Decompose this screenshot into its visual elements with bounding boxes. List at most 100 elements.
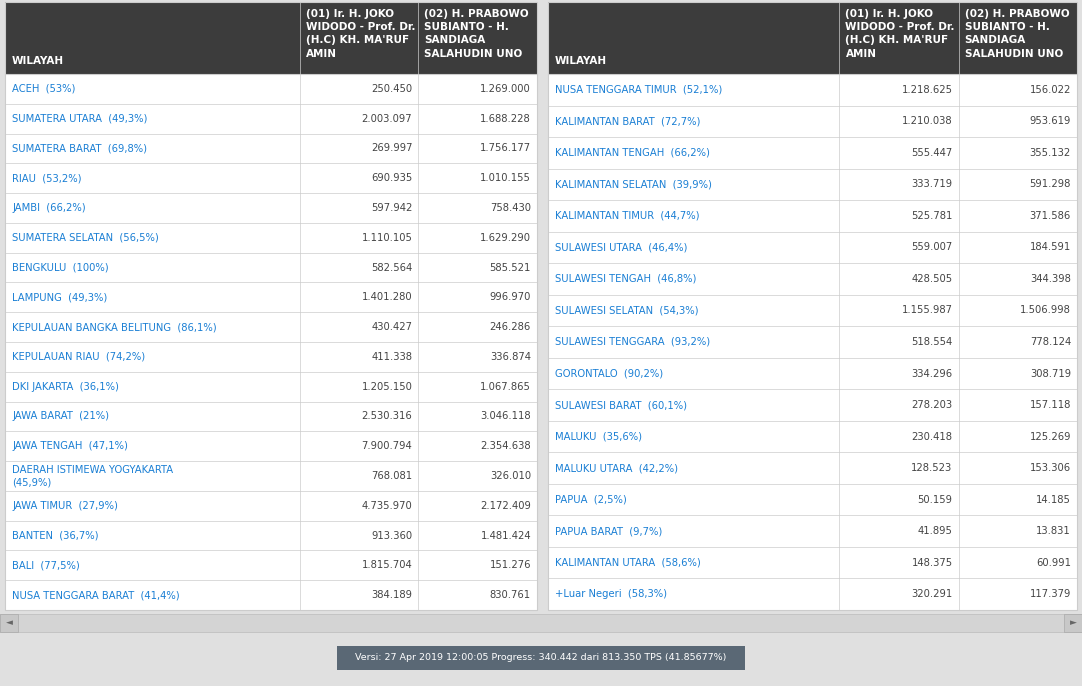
Text: 428.505: 428.505: [911, 274, 952, 284]
Bar: [547, 137, 1077, 169]
Text: 117.379: 117.379: [1030, 589, 1071, 600]
Bar: [547, 578, 1077, 610]
Text: (01) Ir. H. JOKO
WIDODO - Prof. Dr.
(H.C) KH. MA'RUF
AMIN: (01) Ir. H. JOKO WIDODO - Prof. Dr. (H.C…: [845, 9, 955, 58]
Text: Versi: 27 Apr 2019 12:00:05 Progress: 340.442 dari 813.350 TPS (41.85677%): Versi: 27 Apr 2019 12:00:05 Progress: 34…: [355, 654, 727, 663]
Text: SULAWESI SELATAN  (54,3%): SULAWESI SELATAN (54,3%): [555, 305, 699, 316]
Text: 559.007: 559.007: [911, 242, 952, 252]
Text: MALUKU  (35,6%): MALUKU (35,6%): [555, 431, 642, 442]
Text: 4.735.970: 4.735.970: [361, 501, 412, 511]
Bar: [5, 521, 537, 550]
Text: JAWA BARAT  (21%): JAWA BARAT (21%): [12, 412, 109, 421]
Text: 148.375: 148.375: [911, 558, 952, 568]
Text: BANTEN  (36,7%): BANTEN (36,7%): [12, 530, 98, 541]
Text: 2.354.638: 2.354.638: [480, 441, 531, 451]
Text: 371.586: 371.586: [1030, 211, 1071, 221]
Text: BENGKULU  (100%): BENGKULU (100%): [12, 263, 108, 272]
Text: ACEH  (53%): ACEH (53%): [12, 84, 76, 94]
Bar: [547, 169, 1077, 200]
Text: 597.942: 597.942: [371, 203, 412, 213]
Text: 326.010: 326.010: [490, 471, 531, 481]
Text: 14.185: 14.185: [1037, 495, 1071, 505]
Bar: [5, 431, 537, 461]
Text: MALUKU UTARA  (42,2%): MALUKU UTARA (42,2%): [555, 463, 678, 473]
Text: SUMATERA SELATAN  (56,5%): SUMATERA SELATAN (56,5%): [12, 233, 159, 243]
Text: 125.269: 125.269: [1029, 431, 1071, 442]
Bar: [547, 547, 1077, 578]
Text: 1.218.625: 1.218.625: [901, 85, 952, 95]
Text: (45,9%): (45,9%): [12, 477, 51, 488]
Text: SULAWESI UTARA  (46,4%): SULAWESI UTARA (46,4%): [555, 242, 687, 252]
Bar: [547, 389, 1077, 421]
Text: GORONTALO  (90,2%): GORONTALO (90,2%): [555, 368, 663, 379]
Text: 430.427: 430.427: [371, 322, 412, 332]
Text: KALIMANTAN SELATAN  (39,9%): KALIMANTAN SELATAN (39,9%): [555, 179, 712, 189]
Text: 525.781: 525.781: [911, 211, 952, 221]
Text: 128.523: 128.523: [911, 463, 952, 473]
Bar: [547, 358, 1077, 389]
Bar: [547, 484, 1077, 515]
Text: 996.970: 996.970: [490, 292, 531, 303]
Text: +Luar Negeri  (58,3%): +Luar Negeri (58,3%): [555, 589, 667, 600]
Bar: [5, 74, 537, 104]
Text: 1.688.228: 1.688.228: [480, 114, 531, 123]
Text: SUMATERA UTARA  (49,3%): SUMATERA UTARA (49,3%): [12, 114, 147, 123]
Text: SULAWESI BARAT  (60,1%): SULAWESI BARAT (60,1%): [555, 400, 687, 410]
Text: 768.081: 768.081: [371, 471, 412, 481]
Bar: [547, 327, 1077, 358]
Text: 50.159: 50.159: [918, 495, 952, 505]
Text: NUSA TENGGARA TIMUR  (52,1%): NUSA TENGGARA TIMUR (52,1%): [555, 85, 723, 95]
Bar: [0, 614, 18, 632]
Text: ◄: ◄: [5, 619, 12, 628]
Bar: [0, 614, 1082, 632]
Text: 778.124: 778.124: [1030, 337, 1071, 347]
Bar: [5, 372, 537, 401]
Bar: [547, 2, 1077, 74]
Text: WILAYAH: WILAYAH: [555, 56, 607, 66]
Text: 278.203: 278.203: [911, 400, 952, 410]
Text: NUSA TENGGARA BARAT  (41,4%): NUSA TENGGARA BARAT (41,4%): [12, 590, 180, 600]
Text: 1.010.155: 1.010.155: [480, 174, 531, 183]
Text: 1.756.177: 1.756.177: [480, 143, 531, 154]
Text: PAPUA  (2,5%): PAPUA (2,5%): [555, 495, 626, 505]
Bar: [5, 550, 537, 580]
Bar: [547, 2, 1077, 610]
Bar: [547, 295, 1077, 327]
Text: 2.003.097: 2.003.097: [361, 114, 412, 123]
Text: 1.110.105: 1.110.105: [361, 233, 412, 243]
Text: 758.430: 758.430: [490, 203, 531, 213]
Text: 3.046.118: 3.046.118: [480, 412, 531, 421]
Text: RIAU  (53,2%): RIAU (53,2%): [12, 174, 81, 183]
Bar: [5, 461, 537, 491]
Text: 1.067.865: 1.067.865: [480, 381, 531, 392]
Text: 2.172.409: 2.172.409: [480, 501, 531, 511]
Text: JAWA TIMUR  (27,9%): JAWA TIMUR (27,9%): [12, 501, 118, 511]
Text: 913.360: 913.360: [371, 530, 412, 541]
Bar: [547, 452, 1077, 484]
Bar: [5, 252, 537, 283]
Text: (02) H. PRABOWO
SUBIANTO - H.
SANDIAGA
SALAHUDIN UNO: (02) H. PRABOWO SUBIANTO - H. SANDIAGA S…: [424, 9, 529, 58]
Text: 1.269.000: 1.269.000: [480, 84, 531, 94]
Bar: [5, 491, 537, 521]
Bar: [5, 223, 537, 252]
Text: 384.189: 384.189: [371, 590, 412, 600]
Bar: [5, 2, 537, 74]
Text: WILAYAH: WILAYAH: [12, 56, 64, 66]
Text: 153.306: 153.306: [1030, 463, 1071, 473]
Text: 344.398: 344.398: [1030, 274, 1071, 284]
Text: DKI JAKARTA  (36,1%): DKI JAKARTA (36,1%): [12, 381, 119, 392]
Text: 7.900.794: 7.900.794: [361, 441, 412, 451]
Text: 13.831: 13.831: [1037, 526, 1071, 536]
Text: 308.719: 308.719: [1030, 368, 1071, 379]
Text: 585.521: 585.521: [490, 263, 531, 272]
Text: 60.991: 60.991: [1035, 558, 1071, 568]
Bar: [337, 646, 745, 670]
Text: KALIMANTAN BARAT  (72,7%): KALIMANTAN BARAT (72,7%): [555, 117, 700, 126]
Text: 336.874: 336.874: [490, 352, 531, 362]
Text: ►: ►: [1070, 619, 1077, 628]
Text: 355.132: 355.132: [1030, 147, 1071, 158]
Text: 582.564: 582.564: [371, 263, 412, 272]
Text: 246.286: 246.286: [490, 322, 531, 332]
Text: 690.935: 690.935: [371, 174, 412, 183]
Text: PAPUA BARAT  (9,7%): PAPUA BARAT (9,7%): [555, 526, 662, 536]
Text: KALIMANTAN TENGAH  (66,2%): KALIMANTAN TENGAH (66,2%): [555, 147, 710, 158]
